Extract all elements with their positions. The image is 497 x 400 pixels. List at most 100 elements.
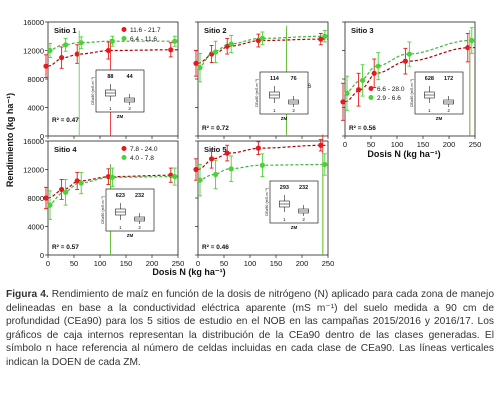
data-point-green: [469, 37, 475, 44]
data-point-green: [47, 202, 53, 208]
y-tick-label: 12000: [23, 166, 44, 175]
inset-n-label: 293: [280, 185, 289, 191]
inset-y-label: CEa90 (mS m⁻¹): [255, 78, 259, 107]
legend-marker-red: [121, 27, 127, 32]
panel-3: 0 50 100 150 200 250 Sitio 3 6.6 - 28.0 2.9 - 6.…: [340, 21, 482, 149]
inset-n-label: 88: [107, 74, 113, 80]
x-tick-label: 200: [146, 259, 159, 268]
fit-curve-red: [47, 49, 178, 67]
inset-n-label: 628: [425, 76, 434, 82]
inset-n-label: 172: [444, 76, 453, 82]
legend-marker-green: [368, 95, 374, 100]
inset-tick-label: 2: [128, 106, 131, 111]
panel-1: 0 4000 8000 12000 16000 Sitio 1 11.6 - 21.7 6.4…: [23, 18, 179, 141]
inset-frame: [105, 188, 155, 232]
inset-n-label: 44: [127, 74, 134, 80]
panel-4: 0 4000 8000 12000 16000 0 50 100 150 200 250 Sitio …: [23, 137, 184, 268]
y-tick-label: 4000: [27, 104, 44, 113]
data-point-green: [109, 174, 115, 180]
x-tick-label: 250: [322, 259, 335, 268]
data-point-green: [406, 51, 412, 57]
inset-x-label: ZM: [117, 114, 124, 119]
caption-label: Figura 4.: [6, 289, 49, 300]
data-point-green: [172, 174, 178, 180]
data-point-green: [375, 63, 381, 69]
inset-tick-label: 1: [109, 106, 112, 111]
inset-n-label: 76: [291, 76, 297, 82]
r-squared: R² = 0.57: [52, 244, 79, 251]
inset-x-label: ZM: [291, 225, 298, 230]
data-point-green: [228, 41, 234, 47]
data-point-red: [209, 156, 215, 162]
inset-frame: [269, 180, 319, 224]
inset-boxplot: 628 172 1 2 ZM CEa90 (mS m⁻¹): [410, 71, 464, 121]
data-point-red: [255, 145, 261, 151]
data-point-red: [318, 36, 324, 42]
data-point-red: [371, 70, 377, 76]
data-point-green: [172, 38, 178, 44]
inset-y-label: CEa90 (mS m⁻¹): [101, 195, 105, 224]
y-tick-label: 12000: [23, 47, 44, 56]
data-point-red: [43, 63, 49, 69]
inset-boxplot: 114 76 1 2 ZM CEa90 (mS m⁻¹): [255, 71, 309, 121]
r-squared: R² = 0.47: [52, 117, 79, 124]
y-tick-label: 0: [40, 251, 44, 260]
y-tick-label: 16000: [23, 18, 44, 27]
inset-tick-label: 2: [292, 108, 295, 113]
panel-title: Sitio 4: [54, 145, 77, 154]
panel-title: Sitio 3: [351, 26, 374, 35]
inset-tick-label: 1: [119, 225, 122, 230]
inset-n-label: 232: [299, 185, 308, 191]
inset-n-label: 114: [270, 76, 280, 82]
data-point-red: [465, 45, 471, 51]
legend-label: 2.9 - 6.6: [377, 95, 401, 102]
y-tick-label: 0: [40, 132, 44, 141]
data-point-green: [322, 161, 328, 168]
x-tick-label: 250: [172, 259, 185, 268]
inset-tick-label: 1: [283, 217, 286, 222]
caption-text: Rendimiento de maíz en función de la dos…: [6, 289, 494, 368]
x-tick-label: 0: [343, 140, 347, 149]
r-squared: R² = 0.56: [349, 125, 376, 132]
inset-y-label: CEa90 (mS m⁻¹): [410, 78, 414, 107]
data-point-green: [213, 49, 219, 55]
r-squared: R² = 0.72: [202, 125, 229, 132]
inset-tick-label: 2: [447, 108, 450, 113]
r-squared: R² = 0.46: [202, 244, 229, 251]
data-point-green: [228, 166, 234, 172]
inset-tick-label: 1: [428, 108, 431, 113]
legend-marker-green: [121, 155, 127, 160]
inset-n-label: 623: [116, 193, 125, 199]
legend-marker-red: [121, 146, 127, 151]
data-point-red: [356, 87, 362, 93]
x-tick-label: 50: [220, 259, 228, 268]
inset-tick-label: 2: [302, 217, 305, 222]
panel-title: Sitio 1: [54, 26, 77, 35]
data-point-green: [78, 180, 84, 186]
data-point-red: [402, 58, 408, 64]
inset-frame: [95, 69, 145, 113]
data-point-red: [59, 186, 65, 193]
x-tick-label: 250: [469, 140, 482, 149]
inset-boxplot: 293 232 1 2 ZM CEa90 (mS m⁻¹): [265, 180, 319, 230]
data-point-red: [105, 47, 111, 54]
fit-curve-green: [47, 176, 178, 206]
x-tick-label: 100: [244, 259, 257, 268]
x-tick-label: 200: [296, 259, 309, 268]
inset-x-label: ZM: [127, 233, 134, 238]
inset-tick-label: 2: [138, 225, 141, 230]
inset-boxplot: 88 44 1 2 ZM CEa90 (mS m⁻¹): [91, 69, 145, 119]
data-point-red: [168, 47, 174, 53]
y-tick-label: 4000: [27, 223, 44, 232]
x-tick-label: 150: [270, 259, 283, 268]
data-point-green: [78, 40, 84, 46]
data-point-green: [109, 38, 115, 44]
data-point-red: [59, 55, 65, 61]
fit-curve-red: [344, 47, 475, 103]
x-tick-label: 100: [391, 140, 404, 149]
inset-frame: [259, 71, 309, 115]
data-point-green: [344, 90, 350, 96]
inset-boxplot: 623 232 1 2 ZM CEa90 (mS m⁻¹): [101, 188, 155, 238]
data-point-red: [340, 99, 346, 105]
